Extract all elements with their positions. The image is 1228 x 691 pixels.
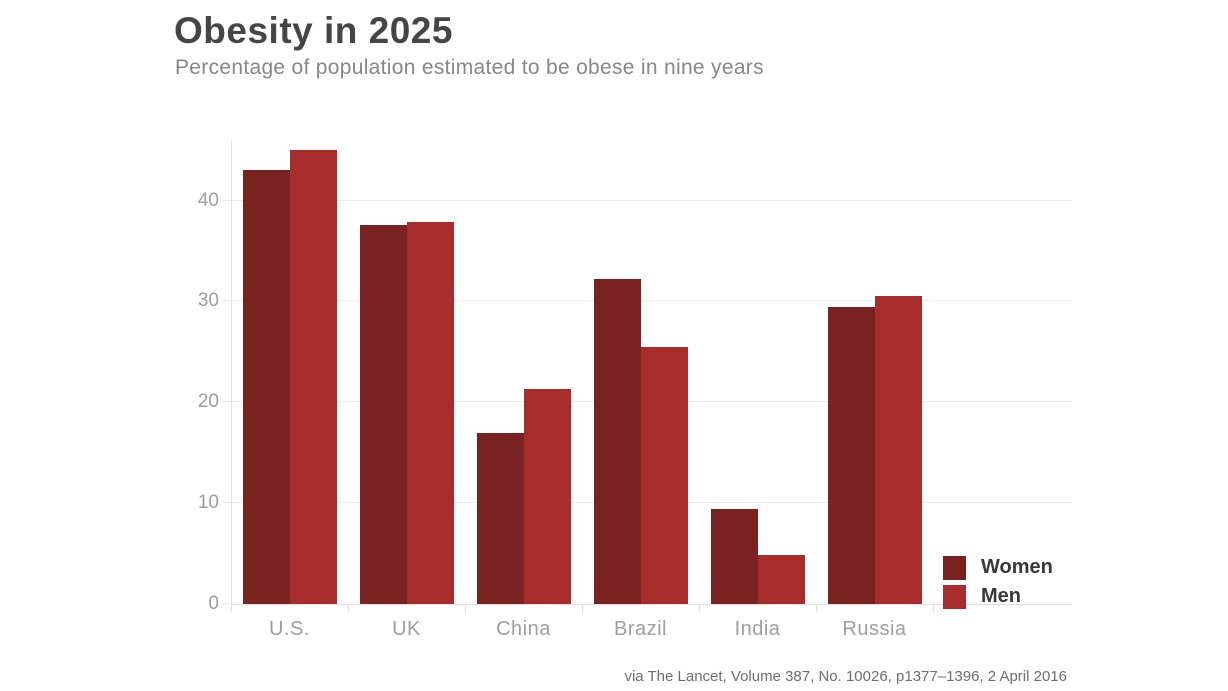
x-axis-tick	[699, 605, 700, 612]
bar-womenindia	[710, 509, 758, 604]
bar-menindia	[757, 554, 805, 604]
x-axis-tick	[231, 605, 232, 612]
x-axis-label: China	[496, 618, 551, 640]
y-axis-label: 20	[197, 391, 219, 413]
legend-label: Men	[981, 585, 1021, 607]
legend-label: Women	[981, 556, 1053, 578]
x-axis-label: U.S.	[269, 618, 310, 640]
legend-swatch-men	[943, 584, 966, 609]
legend-item-women: Women	[943, 553, 1053, 582]
source-note: via The Lancet, Volume 387, No. 10026, p…	[624, 668, 1067, 685]
x-axis-tick	[816, 605, 817, 612]
legend: Women Men	[943, 553, 1053, 611]
bar-womenchina	[476, 432, 524, 604]
bar-menrussia	[874, 296, 922, 604]
x-axis-tick	[582, 605, 583, 612]
bar-menuk	[406, 221, 454, 604]
bar-womenus	[242, 170, 290, 604]
legend-swatch-women	[943, 555, 966, 580]
legend-item-men: Men	[943, 582, 1053, 611]
y-axis-tick	[223, 502, 231, 504]
y-axis-label: 0	[208, 593, 219, 614]
x-axis-tick	[933, 605, 934, 612]
y-axis-tick	[223, 401, 231, 403]
x-axis-label: India	[734, 618, 781, 640]
chart-subtitle: Percentage of population estimated to be…	[175, 56, 764, 79]
x-axis-label: UK	[392, 618, 421, 640]
gridline	[231, 300, 1072, 302]
plot-area: 0 10 20 30 40 U.S. UK China Brazil India Russia	[198, 140, 1072, 640]
y-axis-label: 10	[197, 492, 219, 514]
x-axis-line	[231, 604, 1072, 605]
x-axis-label: Brazil	[613, 618, 667, 640]
chart-title: Obesity in 2025	[174, 10, 453, 51]
bar-menchina	[523, 389, 571, 604]
bar-menus	[289, 150, 337, 604]
gridline	[231, 199, 1072, 201]
bar-womenrussia	[827, 307, 875, 604]
bar-womenuk	[359, 224, 407, 604]
x-axis-label: Russia	[842, 618, 907, 640]
x-axis-tick	[465, 605, 466, 612]
y-axis-label: 40	[197, 189, 219, 211]
y-axis-tick	[223, 199, 231, 201]
y-axis-line	[231, 140, 232, 611]
y-axis-tick	[223, 300, 231, 302]
bar-womenbrazil	[593, 279, 641, 604]
x-axis-tick	[348, 605, 349, 612]
bar-menbrazil	[640, 346, 688, 604]
y-axis-tick	[223, 603, 231, 604]
y-axis-label: 30	[197, 290, 219, 312]
